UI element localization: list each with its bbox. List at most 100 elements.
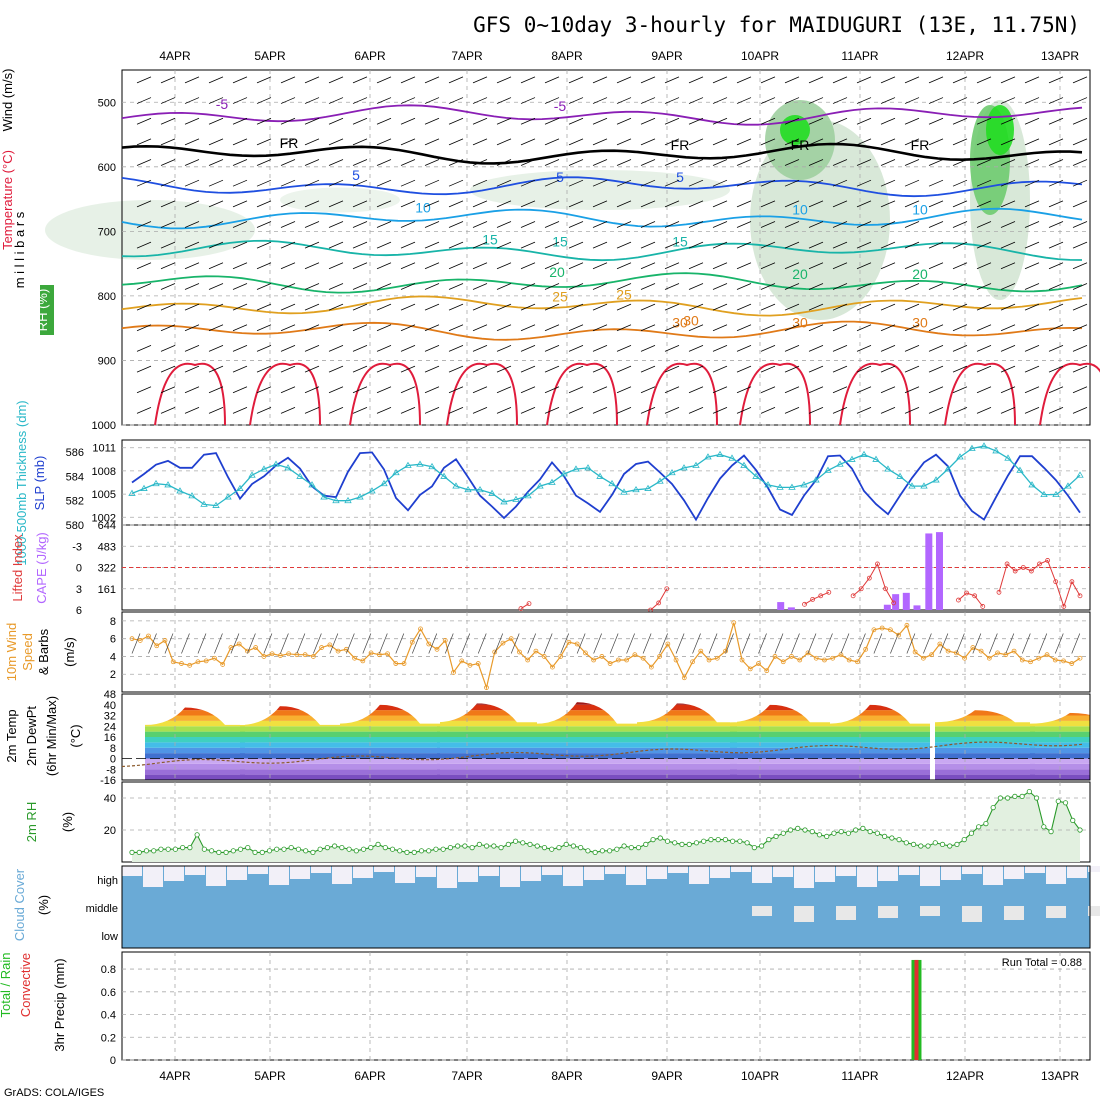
wind-barb	[832, 138, 848, 146]
rh-point	[997, 795, 1003, 801]
wind-speed-point	[995, 650, 1000, 656]
rh-point	[903, 840, 909, 846]
wind-speed-point	[945, 648, 951, 654]
wind-barb	[856, 138, 872, 146]
hot-contour	[349, 362, 421, 426]
wind-barb	[544, 159, 560, 166]
wind-barb-10m	[1005, 633, 1015, 654]
wind-barb	[136, 159, 152, 166]
wind-barb	[952, 283, 968, 290]
rh-point	[961, 836, 967, 843]
wind-barb-10m	[527, 633, 537, 654]
thickness-point	[944, 465, 952, 472]
temp-band	[830, 753, 930, 759]
rh-tick: 20	[104, 825, 116, 837]
wind-barb	[376, 241, 392, 249]
rh-point	[1005, 795, 1011, 801]
thickness-point	[848, 455, 856, 462]
run-total-label: Run Total = 0.88	[1002, 957, 1082, 969]
wind-barb	[328, 262, 344, 270]
wind-barb	[928, 76, 944, 84]
wind-barb	[784, 365, 800, 373]
wind-barb	[136, 303, 152, 311]
cloud-high-gap	[416, 866, 436, 877]
contour-label: 10	[792, 201, 808, 217]
wind-barb	[592, 283, 608, 290]
wind-barb	[712, 221, 728, 228]
wind-speed-point	[714, 655, 720, 661]
wind-speed-point	[236, 641, 242, 647]
wind-barb	[184, 138, 200, 146]
wind-barb	[736, 303, 752, 311]
temp-band	[537, 731, 637, 737]
temp-band	[637, 704, 737, 711]
wind-barb	[376, 200, 392, 208]
cloud-high-gap	[143, 866, 163, 887]
wind-barb	[160, 386, 176, 394]
rh-point	[549, 846, 555, 852]
wind-speed-point	[212, 655, 217, 661]
rh-point	[976, 824, 982, 830]
cloud-high-gap	[773, 866, 793, 877]
precip-tick: 0.6	[101, 987, 116, 999]
day-label-bottom: 6APR	[354, 1069, 386, 1083]
wind-barb	[832, 179, 848, 187]
wind-barb	[856, 324, 872, 332]
temp-band	[730, 726, 830, 732]
wind-barb	[904, 97, 920, 104]
cloud-high-gap	[542, 866, 562, 875]
wind-barb	[496, 303, 512, 311]
wind-barb	[256, 138, 272, 146]
wind-speed-point	[904, 622, 910, 628]
rh-point	[889, 835, 895, 841]
cloud-high-gap	[458, 866, 478, 882]
wind-barb-10m	[296, 633, 306, 654]
wind-barb	[256, 303, 272, 311]
li-line	[852, 562, 895, 604]
wind-barb	[856, 117, 872, 125]
wind-barb	[760, 407, 776, 414]
thickness-point	[464, 486, 472, 493]
wind-speed-point	[302, 652, 308, 658]
wind-barb	[328, 386, 344, 394]
wind-barb	[664, 324, 680, 332]
temp-band	[637, 753, 737, 759]
wind-barb	[664, 303, 680, 311]
wind-barb	[736, 365, 752, 373]
wind-barb	[976, 221, 992, 228]
temp-band	[145, 707, 245, 711]
temp-band	[240, 769, 340, 775]
wind-barb	[856, 200, 872, 208]
wind-barb	[544, 262, 560, 270]
wind-barb	[760, 324, 776, 332]
wind-barb	[280, 283, 296, 290]
wind-barb	[280, 324, 296, 332]
rh-point	[397, 848, 403, 854]
temp-band	[437, 774, 537, 780]
li-line	[520, 603, 530, 610]
rh-point	[744, 840, 750, 846]
wind-barb	[352, 97, 368, 104]
temp-band	[730, 715, 830, 721]
wind-barb	[784, 324, 800, 332]
temp-band	[340, 720, 440, 727]
temp-band	[240, 726, 340, 732]
wind-barb	[664, 97, 680, 104]
wind-barb	[352, 407, 368, 414]
wind-barb	[1000, 365, 1016, 373]
thickness-tick: 584	[66, 471, 84, 483]
wind-barb	[208, 365, 224, 373]
wind-barb-10m	[148, 633, 157, 654]
wind-barb	[184, 179, 200, 187]
wind-barb	[424, 241, 440, 249]
temp-band	[730, 763, 830, 770]
rh-point	[809, 828, 815, 835]
wind-barb	[640, 386, 656, 394]
cloud-high-gap	[815, 866, 835, 882]
wind-barb	[208, 262, 224, 270]
wind-barb	[760, 241, 776, 249]
temp-band	[437, 753, 537, 759]
wind-barb	[400, 365, 416, 373]
rh-point	[237, 846, 244, 852]
wind-barb-10m	[197, 633, 207, 654]
